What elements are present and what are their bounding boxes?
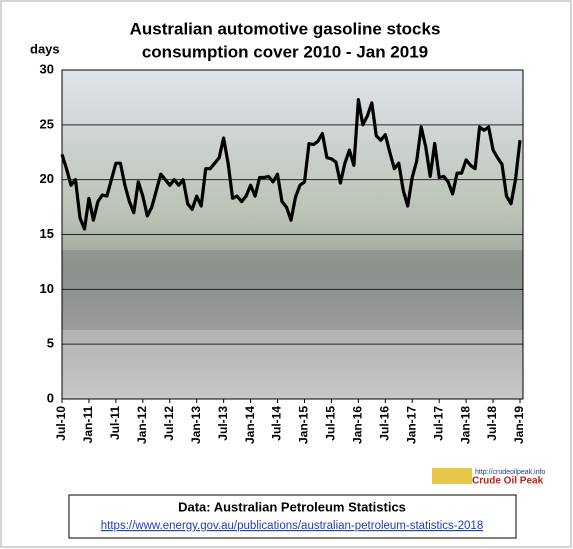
- y-tick-label: 15: [40, 226, 54, 241]
- x-tick-label: Jul-12: [162, 406, 176, 441]
- x-tick-label: Jul-16: [377, 406, 391, 441]
- x-tick-label: Jul-14: [270, 406, 284, 441]
- logo-icon: [432, 468, 472, 484]
- x-tick-label: Jan-19: [512, 406, 526, 444]
- x-tick-label: Jan-16: [351, 406, 365, 444]
- x-tick-label: Jul-15: [324, 406, 338, 441]
- source-box: [68, 494, 517, 539]
- x-tick-label: Jan-17: [404, 406, 418, 444]
- y-tick-label: 30: [40, 61, 54, 76]
- y-tick-label: 0: [47, 390, 54, 405]
- x-tick-label: Jan-15: [297, 406, 311, 444]
- chart-title: Australian automotive gasoline stocks: [130, 19, 441, 38]
- chart-title: consumption cover 2010 - Jan 2019: [142, 42, 428, 61]
- x-tick-label: Jul-10: [54, 406, 68, 441]
- x-tick-label: Jan-11: [81, 406, 95, 444]
- photo-cars: [62, 250, 523, 330]
- plot-border: [61, 69, 524, 400]
- x-tick-label: Jan-18: [458, 406, 472, 444]
- data-line: [60, 98, 522, 231]
- y-tick-label: 10: [40, 281, 54, 296]
- source-text: Data: Australian Petroleum Statistics: [178, 499, 406, 514]
- logo-url: http://crudeoilpeak.info: [475, 469, 546, 476]
- y-tick-label: 25: [40, 116, 54, 131]
- source-link[interactable]: https://www.energy.gov.au/publications/a…: [101, 520, 483, 532]
- x-tick-label: Jul-11: [108, 406, 122, 440]
- x-tick-label: Jan-13: [189, 406, 203, 444]
- y-tick-label: 20: [40, 171, 54, 186]
- x-tick-label: Jan-14: [243, 406, 257, 444]
- y-axis-label: days: [30, 41, 60, 56]
- x-tick-label: Jul-18: [485, 406, 499, 441]
- x-tick-label: Jan-12: [135, 406, 149, 444]
- x-tick-label: Jul-13: [216, 406, 230, 441]
- y-tick-label: 5: [47, 336, 54, 351]
- x-tick-label: Jul-17: [431, 406, 445, 441]
- logo-name: Crude Oil Peak: [472, 476, 544, 487]
